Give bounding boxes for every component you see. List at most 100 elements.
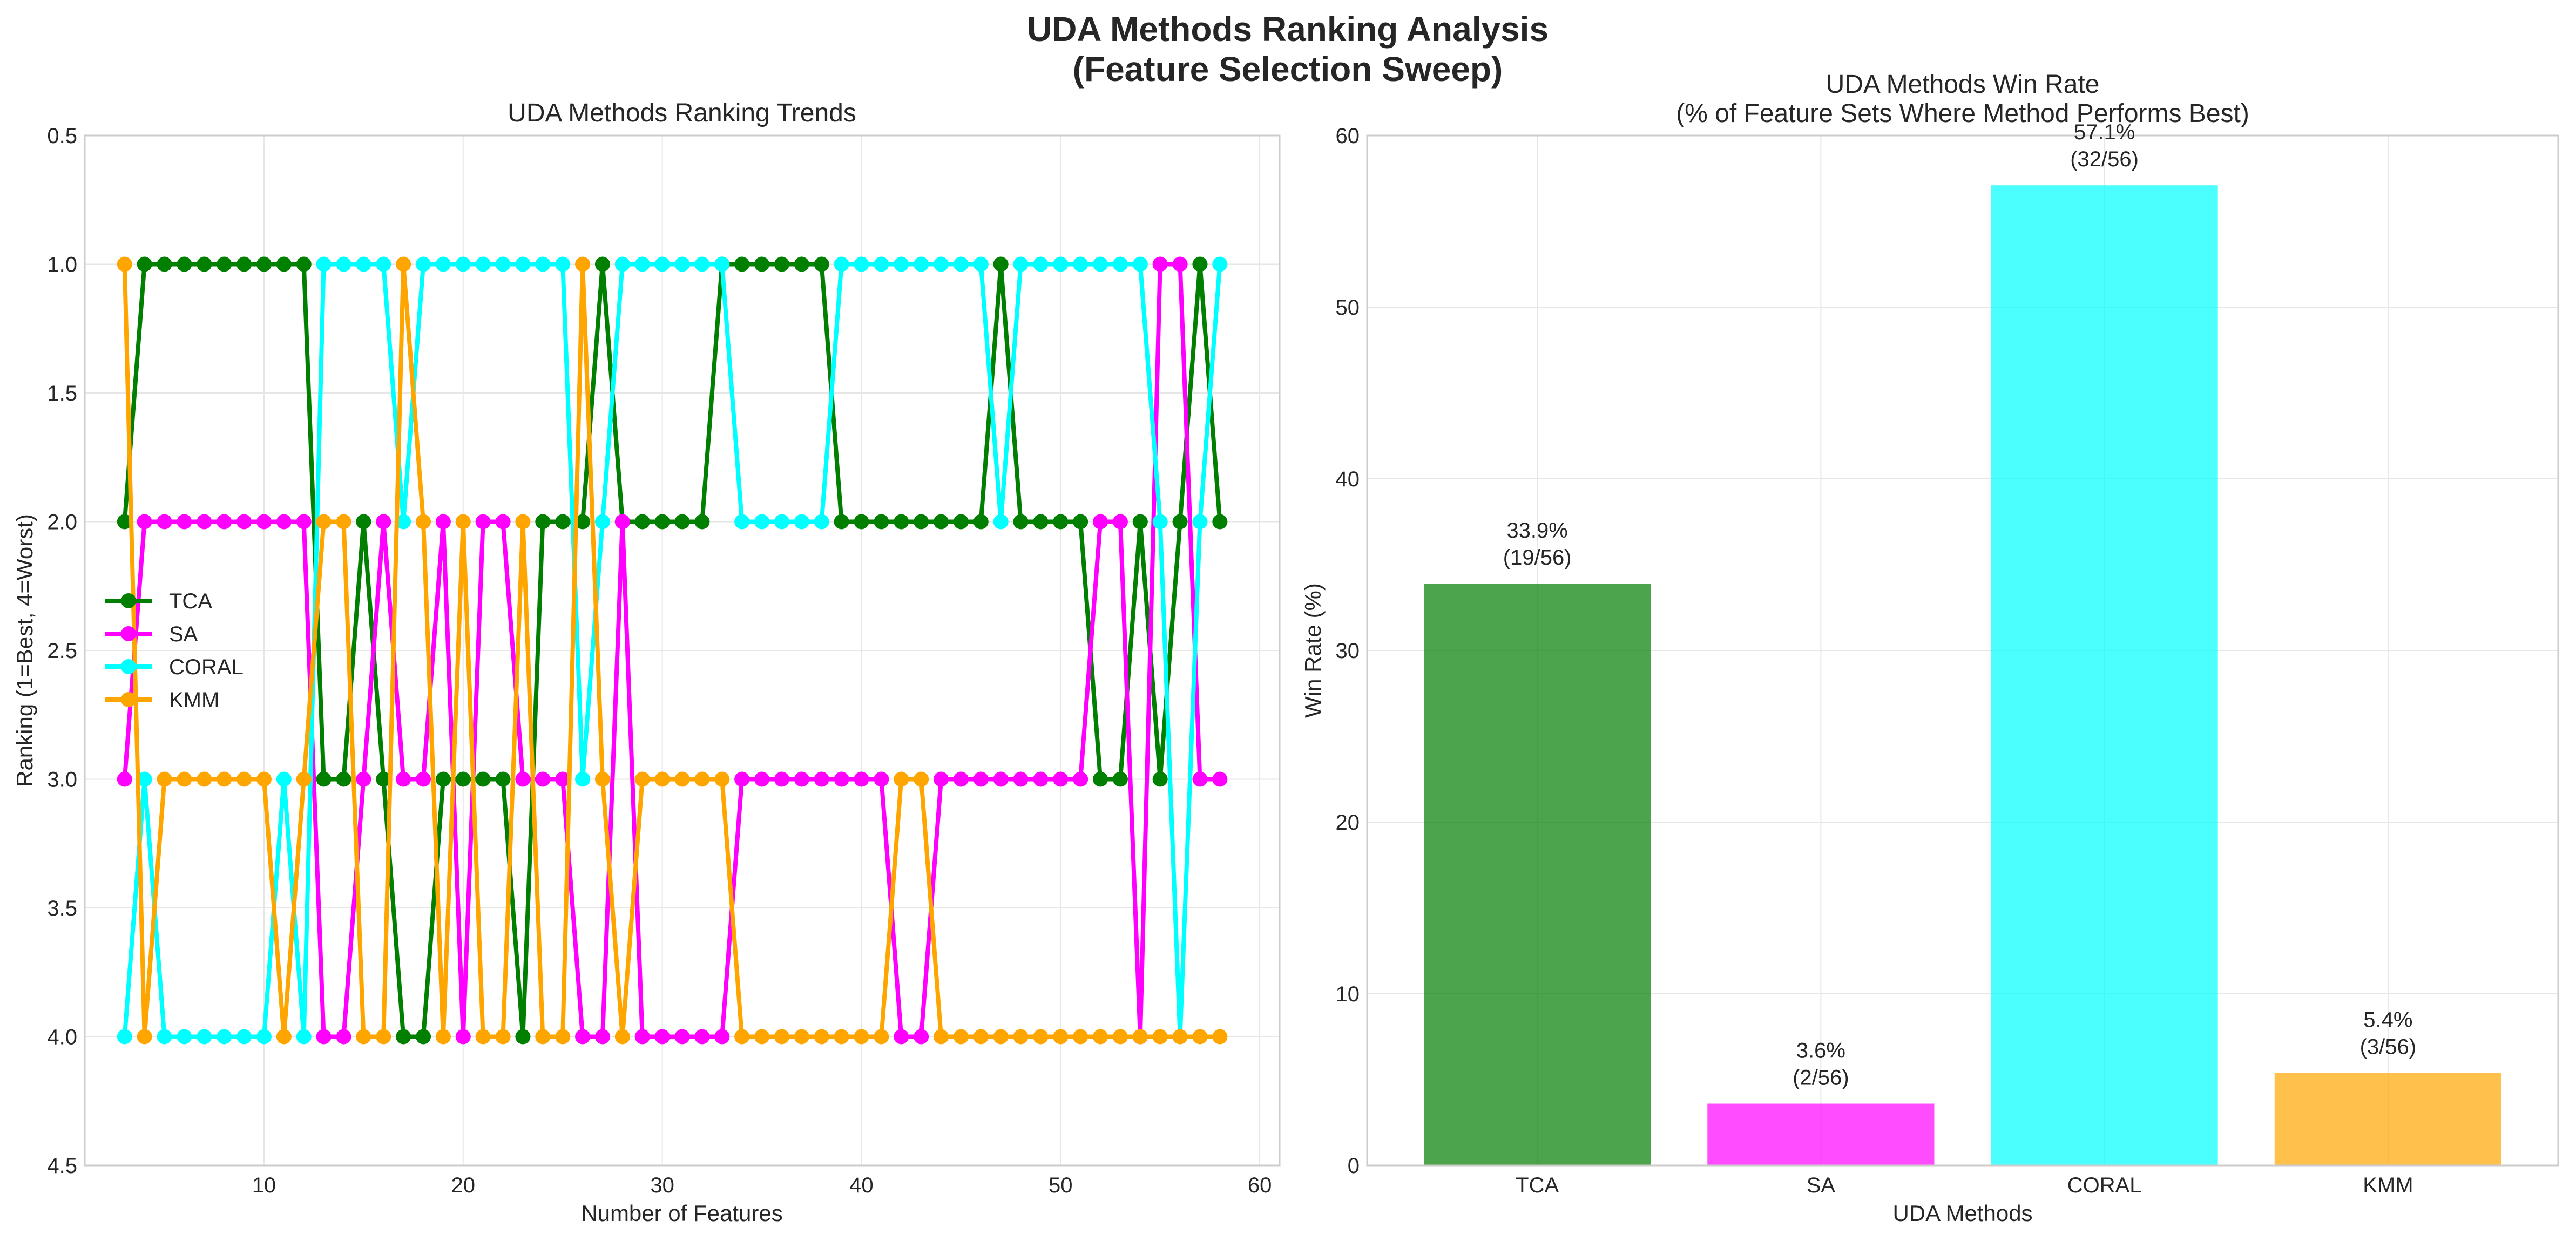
win-rate-y-tick-label: 20 (1336, 811, 1360, 835)
data-point-kmm (654, 771, 670, 787)
data-point-coral (814, 514, 829, 530)
data-point-sa (933, 771, 949, 787)
category-label-coral: CORAL (2067, 1174, 2142, 1197)
data-point-tca (435, 771, 451, 787)
data-point-sa (1212, 771, 1228, 787)
data-point-tca (197, 256, 212, 272)
data-point-kmm (634, 771, 650, 787)
data-point-sa (1053, 771, 1069, 787)
data-point-kmm (217, 771, 232, 787)
data-point-coral (236, 1029, 252, 1045)
data-point-tca (376, 771, 391, 787)
data-point-sa (774, 771, 789, 787)
bar-sa (1707, 1103, 1935, 1165)
bar-kmm (2274, 1073, 2501, 1165)
bar-count-label-tca: (19/56) (1503, 546, 1572, 569)
data-point-kmm (236, 771, 252, 787)
data-point-tca (296, 256, 312, 272)
data-point-tca (495, 771, 511, 787)
data-point-sa (197, 514, 212, 530)
data-point-kmm (874, 1029, 889, 1045)
data-point-coral (1132, 256, 1148, 272)
data-point-sa (734, 771, 750, 787)
data-point-kmm (834, 1029, 849, 1045)
data-point-sa (455, 1029, 471, 1045)
data-point-tca (894, 514, 909, 530)
data-point-sa (794, 771, 809, 787)
category-label-tca: TCA (1516, 1174, 1559, 1197)
data-point-tca (416, 1029, 431, 1045)
data-point-sa (435, 514, 451, 530)
legend-label-tca: TCA (169, 589, 212, 613)
data-point-kmm (933, 1029, 949, 1045)
data-point-sa (754, 771, 770, 787)
data-point-sa (356, 771, 371, 787)
data-point-sa (674, 1029, 690, 1045)
data-point-sa (217, 514, 232, 530)
data-point-tca (217, 256, 232, 272)
ranking-y-tick-label: 1.0 (47, 253, 77, 277)
data-point-sa (555, 771, 571, 787)
data-point-sa (973, 771, 989, 787)
data-point-sa (177, 514, 192, 530)
data-point-kmm (356, 1029, 371, 1045)
bar-coral (1991, 185, 2218, 1166)
data-point-coral (1212, 256, 1228, 272)
data-point-coral (933, 256, 949, 272)
data-point-kmm (555, 1029, 571, 1045)
bar-value-label-coral: 57.1% (2074, 120, 2135, 144)
ranking-series-group (117, 256, 1228, 1045)
data-point-coral (137, 771, 152, 787)
win-rate-plot-frame (1366, 134, 2559, 1167)
data-point-kmm (894, 771, 909, 787)
data-point-tca (1033, 514, 1049, 530)
ranking-y-axis-label: Ranking (1=Best, 4=Worst) (12, 514, 37, 787)
data-point-kmm (1033, 1029, 1049, 1045)
category-label-sa: SA (1807, 1174, 1836, 1197)
data-point-coral (435, 256, 451, 272)
data-point-tca (834, 514, 849, 530)
data-point-coral (674, 256, 690, 272)
data-point-coral (614, 256, 630, 272)
data-point-kmm (1152, 1029, 1168, 1045)
ranking-trends-chart: 10 20 30 40 50 600.51.01.52.02.53.03.54.04.5 … (12, 99, 1281, 1226)
ranking-chart-title: UDA Methods Ranking Trends (508, 99, 856, 127)
data-point-kmm (475, 1029, 491, 1045)
data-point-kmm (296, 771, 312, 787)
data-point-kmm (754, 1029, 770, 1045)
ranking-y-tick-label: 3.5 (47, 897, 77, 920)
data-point-sa (874, 771, 889, 787)
bar-value-label-tca: 33.9% (1506, 519, 1567, 542)
data-point-coral (794, 514, 809, 530)
data-point-tca (276, 256, 292, 272)
win-rate-x-axis-label: UDA Methods (1892, 1201, 2032, 1226)
data-point-kmm (953, 1029, 969, 1045)
data-point-tca (1093, 771, 1108, 787)
ranking-x-tick-label: 20 (451, 1174, 476, 1197)
data-point-tca (117, 514, 132, 530)
data-point-kmm (1192, 1029, 1208, 1045)
data-point-coral (914, 256, 929, 272)
data-point-tca (874, 514, 889, 530)
data-point-tca (455, 771, 471, 787)
data-point-coral (455, 256, 471, 272)
data-point-tca (575, 514, 591, 530)
data-point-coral (734, 514, 750, 530)
data-point-coral (217, 1029, 232, 1045)
data-point-coral (714, 256, 730, 272)
data-point-sa (634, 1029, 650, 1045)
legend-marker-sa (121, 626, 136, 641)
data-point-sa (1033, 771, 1049, 787)
data-point-kmm (714, 771, 730, 787)
bar-value-label-sa: 3.6% (1796, 1039, 1845, 1063)
data-point-tca (137, 256, 152, 272)
ranking-y-tick-label: 4.0 (47, 1026, 77, 1049)
data-point-coral (1013, 256, 1029, 272)
legend-label-kmm: KMM (169, 688, 219, 712)
data-point-coral (376, 256, 391, 272)
data-point-sa (714, 1029, 730, 1045)
data-point-coral (594, 514, 610, 530)
data-point-tca (953, 514, 969, 530)
ranking-x-tick-label: 40 (849, 1174, 874, 1197)
data-point-kmm (117, 256, 132, 272)
